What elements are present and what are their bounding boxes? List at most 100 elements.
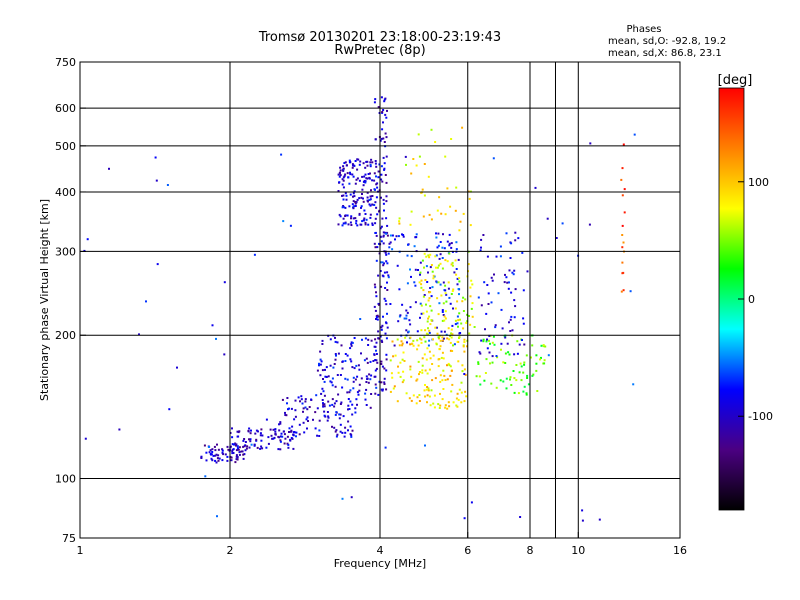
data-point	[509, 257, 512, 259]
data-point	[324, 375, 327, 378]
x-tick-label: 4	[377, 544, 384, 557]
data-point	[279, 448, 282, 451]
data-point	[531, 374, 534, 377]
data-point	[360, 377, 363, 380]
data-point	[444, 310, 447, 313]
data-point	[364, 398, 367, 401]
data-point	[505, 232, 508, 235]
data-point	[427, 254, 430, 257]
data-point	[505, 276, 508, 279]
data-point	[398, 288, 401, 291]
data-point	[369, 378, 372, 381]
data-point	[478, 375, 481, 378]
data-point	[351, 366, 354, 369]
data-point	[409, 223, 412, 226]
data-point	[397, 371, 400, 374]
data-point	[502, 361, 505, 364]
data-point	[493, 273, 495, 276]
data-point	[334, 340, 337, 343]
data-point	[463, 400, 466, 403]
data-point	[423, 336, 426, 339]
data-point	[633, 133, 636, 136]
data-point	[424, 395, 426, 398]
data-point	[360, 352, 362, 355]
data-point	[318, 435, 321, 437]
data-point	[518, 371, 521, 374]
data-point	[450, 263, 453, 266]
data-point	[369, 204, 372, 207]
data-point	[514, 239, 517, 242]
data-point	[253, 443, 256, 446]
data-point	[480, 238, 483, 241]
data-point	[420, 304, 423, 307]
data-point	[265, 418, 268, 421]
data-point	[520, 365, 523, 368]
data-point	[282, 430, 285, 433]
data-point	[501, 327, 504, 330]
data-point	[383, 381, 386, 384]
data-point	[441, 398, 444, 401]
data-point	[380, 328, 383, 331]
data-point	[349, 425, 352, 428]
data-point	[234, 442, 237, 445]
data-point	[485, 340, 488, 343]
data-point	[495, 355, 498, 357]
data-point	[435, 232, 437, 235]
data-point	[350, 217, 352, 220]
data-point	[374, 222, 377, 225]
data-point	[429, 266, 432, 269]
data-point	[381, 389, 384, 392]
data-point	[423, 252, 426, 255]
data-point	[362, 162, 365, 165]
data-point	[398, 315, 401, 318]
data-point	[623, 188, 626, 191]
data-point	[321, 399, 324, 401]
data-point	[439, 241, 442, 243]
data-point	[432, 338, 434, 341]
data-point	[334, 353, 337, 355]
data-point	[442, 302, 445, 305]
data-point	[456, 392, 459, 395]
data-point	[397, 320, 400, 323]
data-point	[456, 405, 459, 408]
data-point	[458, 293, 460, 296]
data-point	[441, 379, 444, 382]
data-point	[323, 405, 326, 408]
data-point	[424, 340, 427, 343]
data-point	[341, 497, 344, 500]
data-point	[345, 164, 348, 167]
data-point	[384, 287, 387, 289]
data-point	[434, 326, 437, 329]
data-point	[459, 220, 462, 223]
data-point	[581, 519, 584, 522]
data-point	[337, 173, 340, 176]
data-point	[429, 305, 432, 308]
data-point	[370, 393, 373, 395]
data-point	[445, 293, 448, 296]
data-point	[490, 382, 493, 385]
data-point	[421, 259, 424, 262]
data-point	[272, 428, 275, 431]
data-point	[485, 312, 488, 315]
data-point	[457, 398, 460, 401]
data-point	[231, 436, 234, 439]
data-point	[470, 279, 473, 282]
data-point	[349, 347, 352, 350]
data-point	[380, 173, 383, 176]
data-point	[269, 428, 272, 431]
data-point	[435, 343, 438, 346]
data-point	[444, 155, 447, 158]
data-point	[354, 411, 357, 414]
data-point	[373, 305, 376, 308]
data-point	[235, 449, 238, 452]
data-point	[286, 402, 288, 405]
data-point	[382, 202, 385, 205]
data-point	[255, 438, 258, 441]
data-point	[255, 429, 258, 432]
data-point	[410, 255, 413, 258]
y-axis-ticks: 75 100 200 300 400 500 600 750	[55, 56, 86, 545]
data-point	[366, 164, 369, 167]
data-point	[561, 222, 564, 225]
data-point	[108, 167, 110, 170]
